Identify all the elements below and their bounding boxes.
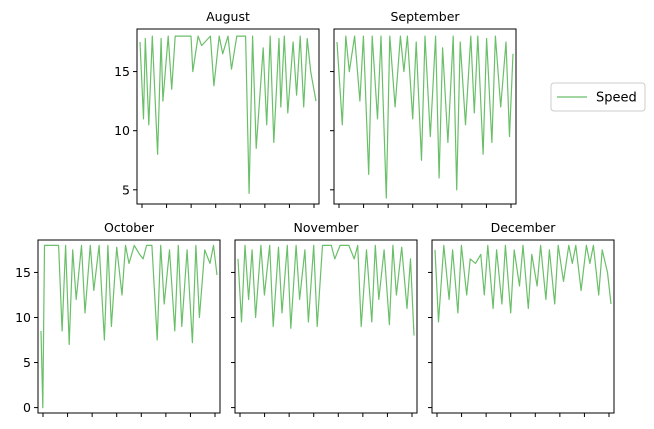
panel-title-september: September: [390, 9, 460, 24]
y-tick-label-october: 0: [23, 400, 31, 415]
legend-box: [550, 82, 646, 112]
plot-frame-november: [234, 239, 418, 414]
plot-frame-december: [431, 239, 615, 414]
panel-title-august: August: [206, 9, 250, 24]
panel-august: August 5 10 15: [114, 9, 320, 208]
y-tick-label-october: 10: [15, 310, 31, 325]
y-tick-label-october: 5: [23, 355, 31, 370]
legend-label-speed: Speed: [596, 91, 637, 106]
panel-november: November: [231, 220, 418, 417]
y-tick-label-august: 10: [114, 123, 130, 138]
plot-frame-august: [136, 28, 320, 205]
panel-title-october: October: [104, 220, 155, 235]
panel-september: September: [330, 9, 517, 208]
series-line-speed-september: [336, 35, 514, 199]
panel-december: December: [428, 220, 615, 417]
panel-title-november: November: [293, 220, 359, 235]
series-line-speed-october: [40, 244, 218, 409]
series-line-speed-november: [237, 244, 415, 336]
series-line-speed-december: [434, 244, 612, 323]
y-tick-label-august: 15: [114, 64, 130, 79]
legend: Speed: [550, 82, 646, 112]
y-tick-label-october: 15: [15, 265, 31, 280]
y-tick-label-august: 5: [122, 182, 130, 197]
series-line-speed-august: [139, 35, 317, 194]
panel-title-december: December: [491, 220, 557, 235]
panel-october: October 0 5 10 15: [15, 220, 221, 417]
